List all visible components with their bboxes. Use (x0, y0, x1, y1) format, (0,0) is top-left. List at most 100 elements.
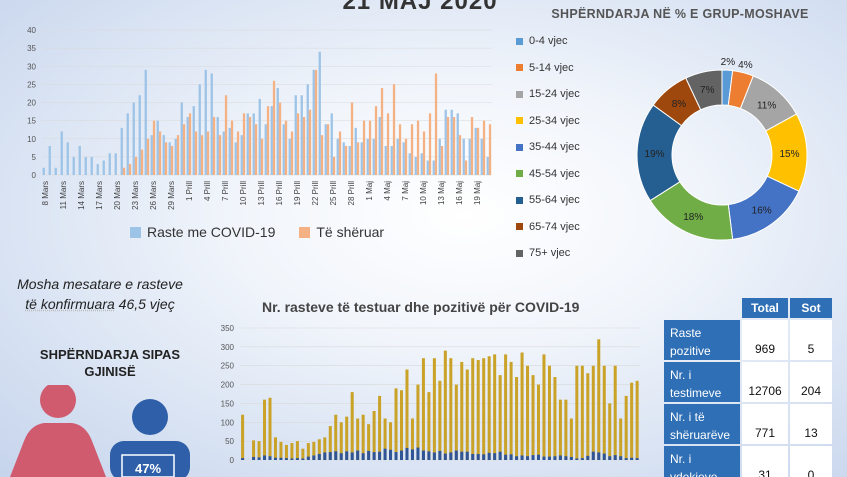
tests-bar (378, 395, 382, 460)
stats-label-line1: Nr. i (670, 368, 692, 382)
positive-bar (608, 456, 612, 460)
positive-bar (312, 455, 316, 460)
positive-bar (553, 456, 557, 460)
tests-bar (591, 365, 595, 460)
case-bar (48, 146, 51, 175)
recovered-bar (242, 113, 246, 175)
average-age-line2: të konfirmuara 46,5 vjeç (0, 294, 200, 314)
positive-bar (273, 457, 277, 460)
positive-bar (268, 456, 272, 460)
tests-bar (635, 380, 639, 460)
positive-bar (345, 451, 349, 460)
average-age-line2-b: 46,5 vjeç (114, 296, 175, 312)
tests-bar (334, 414, 338, 460)
positive-bar (301, 458, 305, 460)
tests-bar (476, 360, 480, 460)
case-bar (432, 160, 435, 175)
x-tick-label: 1 Prill (185, 181, 194, 201)
recovered-bar (338, 131, 342, 175)
tests-bar (263, 399, 267, 460)
tests-bar (438, 380, 442, 460)
tests-bar (317, 439, 321, 460)
case-bar (282, 124, 285, 175)
age-legend-swatch (516, 143, 523, 151)
positive-bar (591, 451, 595, 460)
age-slice-label: 7% (700, 85, 715, 96)
y-tick-label: 25 (27, 80, 36, 89)
positive-bar (476, 453, 480, 460)
recovered-bar (290, 131, 294, 175)
case-bar (90, 156, 93, 175)
case-bar (252, 113, 255, 175)
tests-bar (630, 382, 634, 460)
stats-total: 969 (742, 320, 788, 360)
recovered-bar (314, 69, 318, 175)
recovered-bar (392, 84, 396, 175)
positive-bar (350, 452, 354, 460)
case-bar (444, 109, 447, 175)
positive-bar (389, 449, 393, 460)
positive-bar (257, 457, 261, 460)
case-bar (144, 69, 147, 175)
tests-bar (312, 441, 316, 460)
recovered-bar (188, 113, 192, 175)
age-slice (685, 69, 723, 111)
case-bar (108, 153, 111, 175)
case-bar (264, 124, 267, 175)
tests-bar (575, 365, 579, 460)
case-bar (126, 113, 129, 175)
recovered-bar (296, 113, 300, 175)
positive-bar (471, 453, 475, 460)
case-bar (438, 138, 441, 175)
stats-label-line2: shëruarëve (670, 428, 731, 442)
recovered-bar (356, 142, 360, 175)
case-bar (54, 167, 57, 175)
case-bar (312, 69, 315, 175)
y-tick-label: 0 (230, 456, 235, 465)
recovered-bar (254, 124, 258, 175)
recovered-bar (170, 146, 174, 175)
tests-bar (597, 339, 601, 460)
positive-bar (334, 451, 338, 460)
tests-bar (345, 416, 349, 460)
recovered-bar (266, 106, 270, 175)
positive-bar (597, 452, 601, 460)
recovered-bar (320, 135, 324, 175)
case-bar (300, 95, 303, 175)
case-bar (420, 153, 423, 175)
recovered-bar (230, 120, 234, 175)
case-bar (78, 146, 81, 175)
case-bar (240, 135, 243, 175)
x-tick-label: 4 Maj (383, 181, 392, 201)
case-bar (60, 131, 63, 175)
stats-total: 31 (742, 446, 788, 477)
x-tick-label: 16 Maj (455, 181, 464, 205)
positive-bar (361, 453, 365, 460)
x-tick-label: 10 Maj (419, 181, 428, 205)
x-tick-label: 22 Prill (311, 181, 320, 206)
case-bar (402, 142, 405, 175)
age-legend-item: 55-64 vjec (516, 194, 580, 206)
y-tick-label: 35 (27, 44, 36, 53)
positive-bar (317, 453, 321, 460)
x-tick-label: 7 Maj (401, 181, 410, 201)
tests-bar (586, 373, 590, 460)
legend-cases-swatch (130, 226, 141, 238)
case-bar (186, 117, 189, 175)
age-donut-chart: 2% 4% 11% 15% 16% 18% 19% 8% 7% (636, 57, 808, 241)
positive-bar (443, 453, 447, 460)
positive-bar (558, 455, 562, 460)
tests-bar (558, 399, 562, 460)
positive-bar (372, 452, 376, 460)
y-tick-label: 100 (221, 418, 235, 427)
case-bar (276, 88, 279, 175)
positive-bar (564, 456, 568, 460)
recovered-bar (440, 146, 444, 175)
daily-cases-chart: 0 5 10 15 20 25 30 35 40 8 Mars 11 Mars 14 Mars 17 M… (27, 26, 492, 210)
tests-bar (306, 443, 310, 460)
case-bar (306, 84, 309, 175)
x-tick-label: 16 Prill (275, 181, 284, 206)
recovered-bar (386, 113, 390, 175)
case-bar (354, 127, 357, 175)
recovered-bar (488, 124, 492, 175)
